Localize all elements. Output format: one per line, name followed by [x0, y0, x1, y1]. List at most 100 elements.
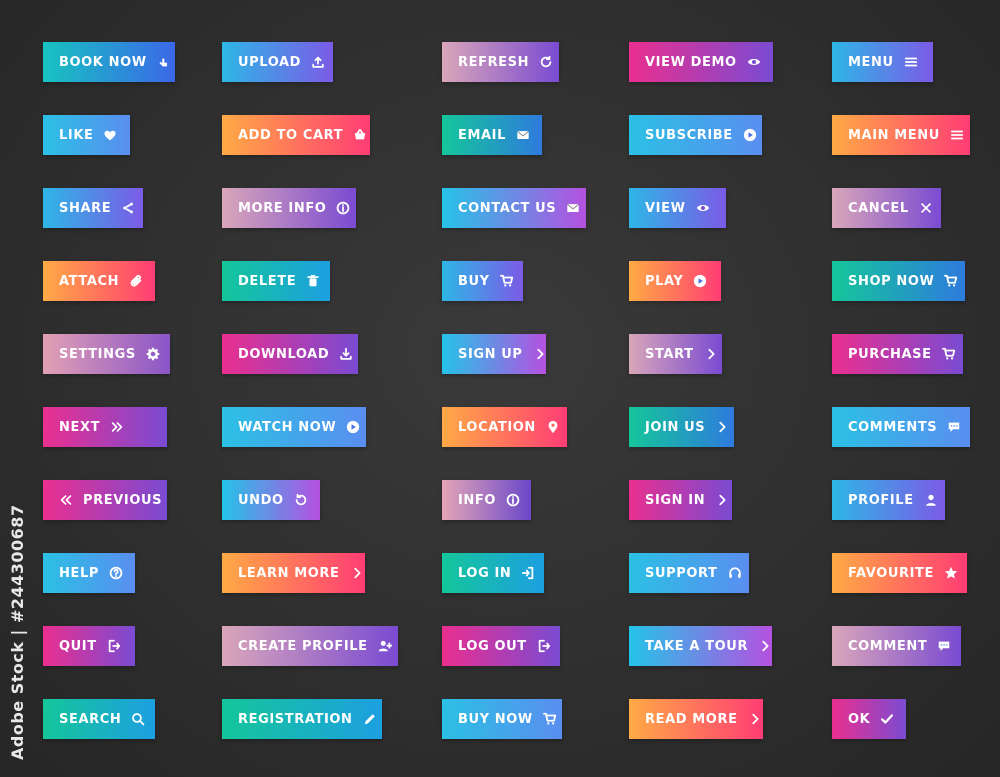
log-in-button[interactable]: LOG IN — [442, 553, 544, 593]
button-label: MAIN MENU — [848, 127, 940, 143]
quit-button[interactable]: QUIT — [43, 626, 135, 666]
sign-in-button[interactable]: SIGN IN — [629, 480, 732, 520]
double-chevron-right-icon — [110, 420, 124, 434]
button-label: QUIT — [59, 638, 97, 654]
button-label: CONTACT US — [458, 200, 557, 216]
play-circle-icon — [346, 420, 360, 434]
eye-icon — [747, 55, 761, 69]
more-info-button[interactable]: MORE INFO — [222, 188, 356, 228]
play-circle-icon — [743, 128, 757, 142]
log-out-button[interactable]: LOG OUT — [442, 626, 560, 666]
trash-icon — [306, 274, 320, 288]
comments-button[interactable]: COMMENTS — [832, 407, 970, 447]
book-now-button[interactable]: BOOK NOW — [43, 42, 175, 82]
button-label: LIKE — [59, 127, 94, 143]
cart-icon — [499, 274, 514, 288]
help-button[interactable]: HELP — [43, 553, 135, 593]
watch-now-button[interactable]: WATCH NOW — [222, 407, 366, 447]
button-label: CANCEL — [848, 200, 909, 216]
button-label: ADD TO CART — [238, 127, 344, 143]
view-button[interactable]: VIEW — [629, 188, 726, 228]
button-label: HELP — [59, 565, 99, 581]
button-label: MORE INFO — [238, 200, 327, 216]
refresh-icon — [539, 55, 553, 69]
button-label: LEARN MORE — [238, 565, 340, 581]
buy-button[interactable]: BUY — [442, 261, 523, 301]
download-button[interactable]: DOWNLOAD — [222, 334, 358, 374]
shop-now-button[interactable]: SHOP NOW — [832, 261, 965, 301]
user-icon — [924, 493, 938, 507]
button-label: DOWNLOAD — [238, 346, 330, 362]
chevron-right-icon — [715, 493, 729, 507]
button-label: MENU — [848, 54, 894, 70]
support-button[interactable]: SUPPORT — [629, 553, 749, 593]
info-button[interactable]: INFO — [442, 480, 531, 520]
email-button[interactable]: EMAIL — [442, 115, 542, 155]
button-label: SHARE — [59, 200, 112, 216]
button-label: FAVOURITE — [848, 565, 935, 581]
comment-button[interactable]: COMMENT — [832, 626, 961, 666]
logout-icon — [537, 639, 551, 653]
chevron-right-icon — [533, 347, 547, 361]
profile-button[interactable]: PROFILE — [832, 480, 945, 520]
subscribe-button[interactable]: SUBSCRIBE — [629, 115, 762, 155]
button-label: START — [645, 346, 694, 362]
chevron-right-icon — [350, 566, 364, 580]
button-label: REFRESH — [458, 54, 530, 70]
start-button[interactable]: START — [629, 334, 722, 374]
upload-icon — [311, 55, 325, 69]
question-icon — [109, 566, 123, 580]
contact-us-button[interactable]: CONTACT US — [442, 188, 586, 228]
refresh-button[interactable]: REFRESH — [442, 42, 559, 82]
read-more-button[interactable]: READ MORE — [629, 699, 763, 739]
menu-button[interactable]: MENU — [832, 42, 933, 82]
search-button[interactable]: SEARCH — [43, 699, 155, 739]
upload-button[interactable]: UPLOAD — [222, 42, 333, 82]
button-label: WATCH NOW — [238, 419, 337, 435]
settings-button[interactable]: SETTINGS — [43, 334, 170, 374]
next-button[interactable]: NEXT — [43, 407, 167, 447]
button-label: PURCHASE — [848, 346, 932, 362]
download-icon — [339, 347, 353, 361]
button-label: VIEW — [645, 200, 686, 216]
button-label: VIEW DEMO — [645, 54, 737, 70]
ok-button[interactable]: OK — [832, 699, 906, 739]
buy-now-button[interactable]: BUY NOW — [442, 699, 562, 739]
button-label: SUBSCRIBE — [645, 127, 733, 143]
undo-button[interactable]: UNDO — [222, 480, 320, 520]
take-a-tour-button[interactable]: TAKE A TOUR — [629, 626, 772, 666]
view-demo-button[interactable]: VIEW DEMO — [629, 42, 773, 82]
sign-up-button[interactable]: SIGN UP — [442, 334, 546, 374]
add-to-cart-button[interactable]: ADD TO CART — [222, 115, 370, 155]
attach-button[interactable]: ATTACH — [43, 261, 155, 301]
search-icon — [131, 712, 145, 726]
location-button[interactable]: LOCATION — [442, 407, 567, 447]
cancel-button[interactable]: CANCEL — [832, 188, 941, 228]
create-profile-button[interactable]: CREATE PROFILE — [222, 626, 398, 666]
share-button[interactable]: SHARE — [43, 188, 143, 228]
envelope-icon — [566, 201, 580, 215]
button-label: TAKE A TOUR — [645, 638, 749, 654]
registration-button[interactable]: REGISTRATION — [222, 699, 382, 739]
info-icon — [336, 201, 350, 215]
button-label: PREVIOUS — [83, 492, 163, 508]
delete-button[interactable]: DELETE — [222, 261, 330, 301]
purchase-button[interactable]: PURCHASE — [832, 334, 963, 374]
join-us-button[interactable]: JOIN US — [629, 407, 734, 447]
button-label: NEXT — [59, 419, 101, 435]
main-menu-button[interactable]: MAIN MENU — [832, 115, 970, 155]
favourite-button[interactable]: FAVOURITE — [832, 553, 967, 593]
envelope-icon — [516, 128, 530, 142]
previous-button[interactable]: PREVIOUS — [43, 480, 167, 520]
button-label: OK — [848, 711, 871, 727]
gear-icon — [146, 347, 160, 361]
button-label: LOG OUT — [458, 638, 527, 654]
stock-watermark-id: Adobe Stock | #244300687 — [8, 504, 27, 760]
learn-more-button[interactable]: LEARN MORE — [222, 553, 365, 593]
button-label: JOIN US — [645, 419, 706, 435]
button-label: SIGN UP — [458, 346, 523, 362]
button-label: SIGN IN — [645, 492, 706, 508]
like-button[interactable]: LIKE — [43, 115, 130, 155]
cart-icon — [542, 712, 557, 726]
play-button[interactable]: PLAY — [629, 261, 721, 301]
